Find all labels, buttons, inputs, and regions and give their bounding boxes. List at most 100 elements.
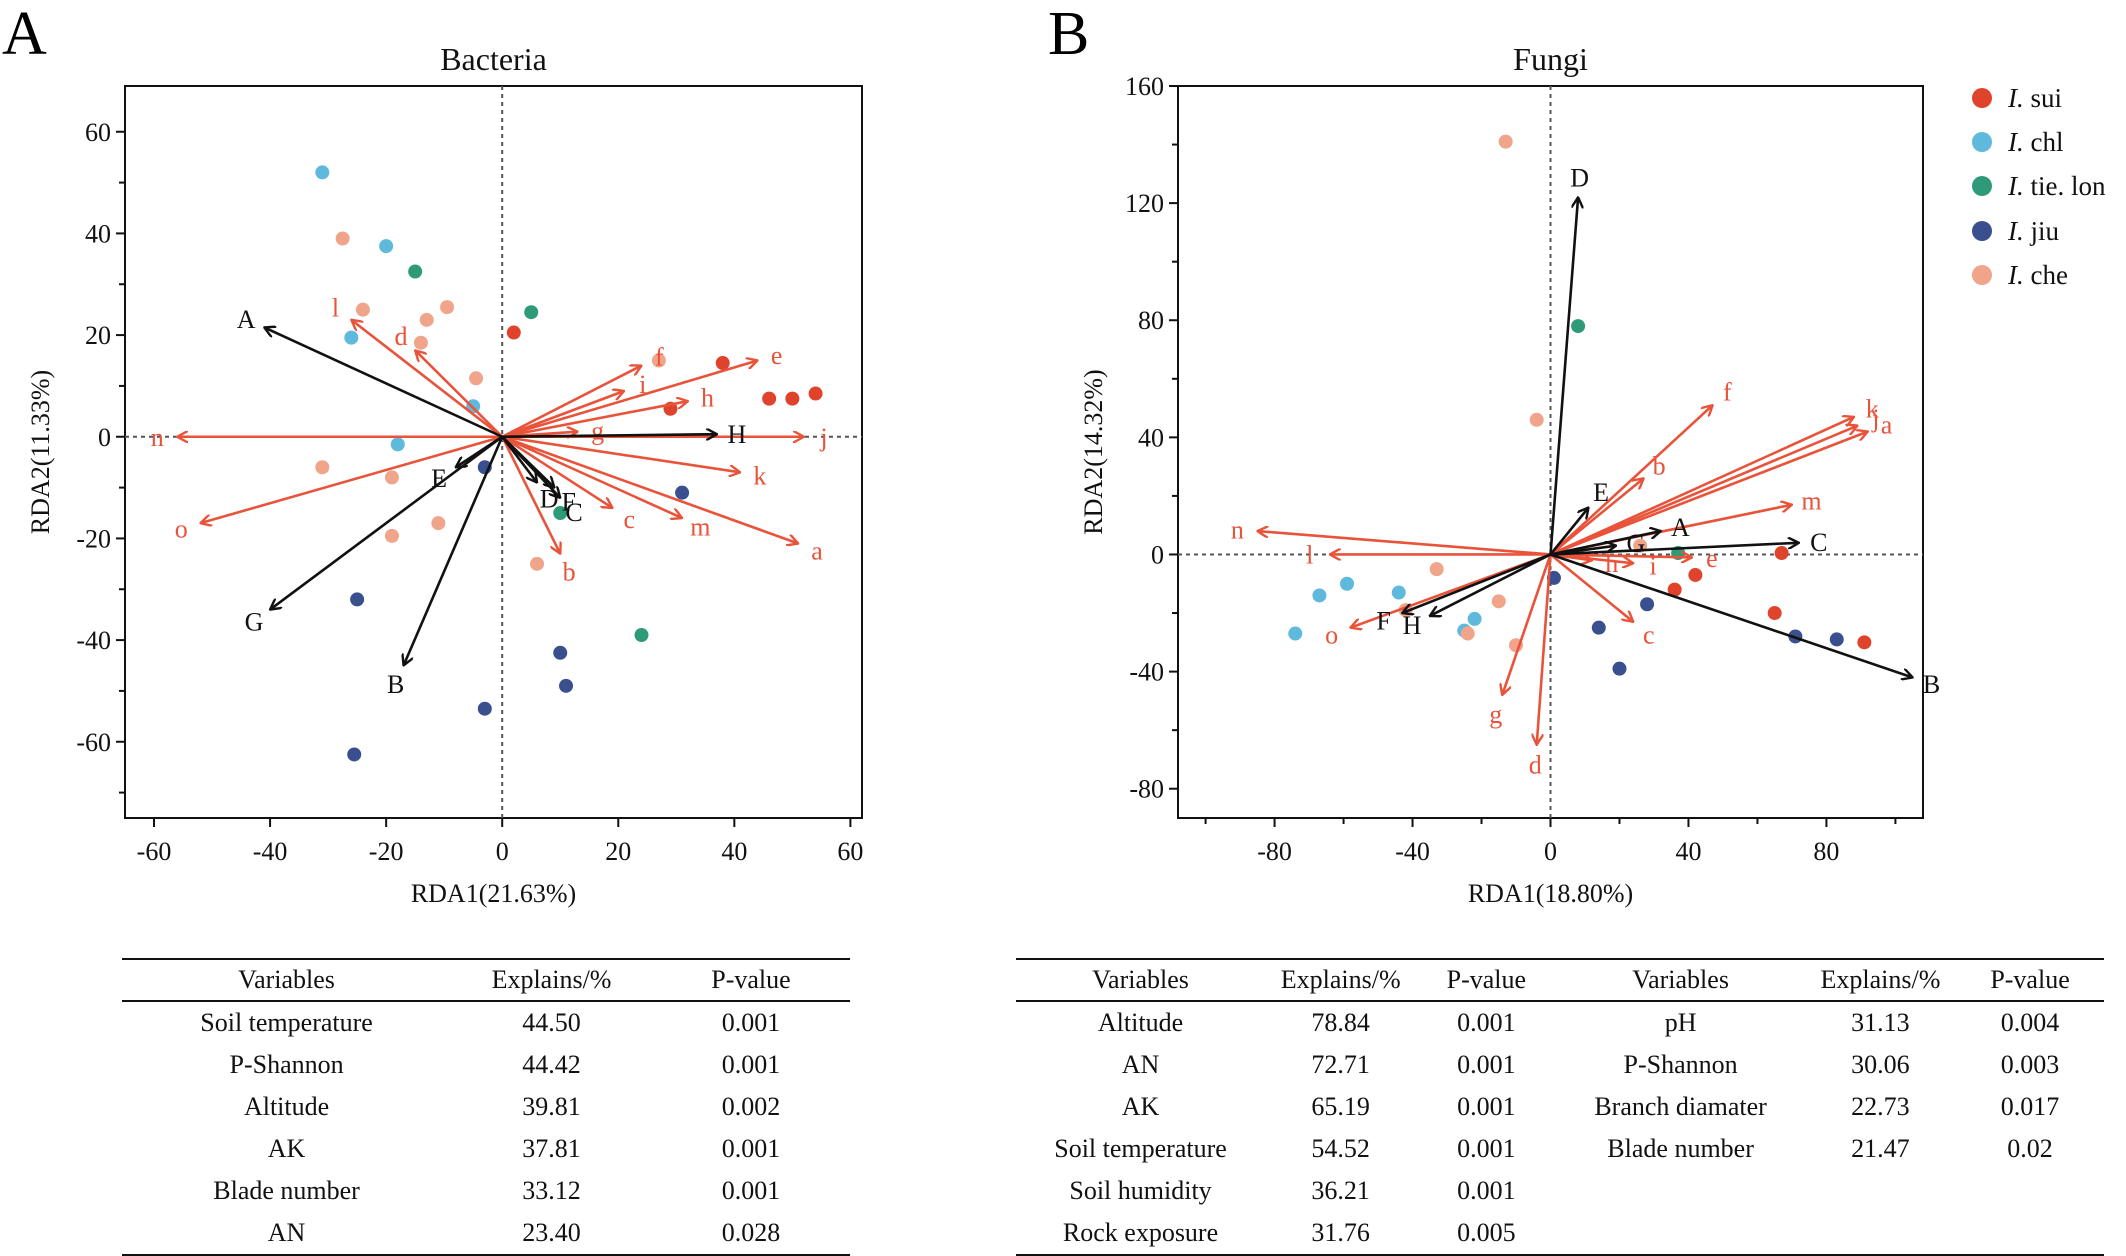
y-tick-label: 60 bbox=[85, 118, 111, 147]
table-cell: 21.47 bbox=[1851, 1134, 1910, 1163]
species-arrow-label: c bbox=[1643, 620, 1655, 649]
table-cell: Altitude bbox=[243, 1092, 330, 1121]
env-arrow bbox=[501, 435, 554, 488]
x-tick-label: -40 bbox=[253, 837, 288, 866]
species-arrow-label: f bbox=[1723, 378, 1732, 407]
sample-point bbox=[808, 386, 823, 401]
bacteria-variables-table: Variables Explains/% P-value Soil temper… bbox=[122, 958, 850, 1256]
species-arrow-label: h bbox=[701, 383, 714, 412]
env-arrow-label: C bbox=[565, 498, 582, 527]
sample-point bbox=[1340, 576, 1355, 591]
sample-point bbox=[1429, 562, 1444, 577]
legend-item: I. che bbox=[1972, 260, 2068, 290]
bacteria-rda-plot: -60 -40 -20 0 20 40 60 -60 -40 -20 0 20 40 60 Bacteria… bbox=[26, 41, 863, 908]
env-arrow bbox=[501, 435, 537, 483]
sample-point bbox=[530, 556, 545, 571]
legend-prefix: I. bbox=[2007, 83, 2024, 113]
species-arrow-label: i bbox=[1650, 551, 1657, 580]
env-arrow-label: H bbox=[728, 420, 747, 449]
species-arrow-label: e bbox=[771, 341, 783, 370]
table-cell: 0.001 bbox=[1457, 1050, 1516, 1079]
table-cell: Rock exposure bbox=[1016, 1212, 1266, 1256]
table-cell: 36.21 bbox=[1311, 1176, 1370, 1205]
column-header: P-value bbox=[651, 959, 850, 1002]
sample-point bbox=[431, 516, 446, 531]
legend-swatch bbox=[1972, 176, 1992, 196]
table-cell: 39.81 bbox=[522, 1092, 581, 1121]
table-cell: P-Shannon bbox=[1623, 1050, 1738, 1079]
y-tick-label: -40 bbox=[76, 626, 111, 655]
species-arrow-label: a bbox=[811, 536, 823, 565]
species-arrow-label: m bbox=[1801, 487, 1821, 516]
x-axis-label: RDA1(18.80%) bbox=[1468, 879, 1633, 908]
y-axis-label: RDA2(14.32%) bbox=[1079, 369, 1108, 534]
sample-point bbox=[715, 356, 730, 371]
table-cell: AK bbox=[267, 1134, 306, 1163]
table-cell: 0.001 bbox=[1457, 1092, 1516, 1121]
fungi-variables-table: Variables Explains/% P-value Variables E… bbox=[1016, 958, 2104, 1256]
y-tick-label: 40 bbox=[1138, 423, 1164, 452]
species-arrow bbox=[501, 435, 682, 518]
legend-prefix: I. bbox=[2007, 171, 2024, 201]
env-arrow-label: E bbox=[1593, 478, 1609, 507]
table-cell: 44.42 bbox=[522, 1050, 581, 1079]
x-tick-label: -20 bbox=[369, 837, 404, 866]
legend-label: sui bbox=[2024, 83, 2062, 113]
table-cell: Blade number bbox=[213, 1176, 360, 1205]
column-header: P-value bbox=[1416, 959, 1557, 1002]
sample-point bbox=[384, 470, 399, 485]
species-arrow bbox=[501, 361, 757, 438]
y-tick-label: 160 bbox=[1125, 72, 1164, 101]
table-row: Blade number 33.12 0.001 bbox=[122, 1170, 850, 1212]
x-tick-label: 60 bbox=[837, 837, 863, 866]
species-arrow bbox=[1549, 405, 1713, 556]
table-cell: Blade number bbox=[1607, 1134, 1754, 1163]
species-arrow bbox=[1550, 432, 1868, 556]
env-arrow bbox=[1550, 546, 1617, 556]
species-arrow-label: e bbox=[1706, 544, 1718, 573]
sample-point bbox=[477, 701, 492, 716]
table-cell bbox=[1804, 1212, 1957, 1256]
table-cell: 0.001 bbox=[1457, 1134, 1516, 1163]
sample-point bbox=[506, 325, 521, 340]
panel-letter-a: A bbox=[2, 0, 47, 68]
sample-point bbox=[1640, 597, 1655, 612]
x-tick-label: -40 bbox=[1395, 837, 1430, 866]
sample-point bbox=[1857, 635, 1872, 650]
sample-point bbox=[1467, 611, 1482, 626]
species-arrow-label: l bbox=[332, 294, 339, 323]
env-arrow bbox=[270, 435, 503, 610]
table-cell: 0.001 bbox=[721, 1176, 781, 1205]
sample-point bbox=[1460, 626, 1475, 641]
sample-point bbox=[762, 391, 777, 406]
table-cell: 31.13 bbox=[1851, 1008, 1910, 1037]
legend-swatch bbox=[1972, 132, 1992, 152]
species-arrow bbox=[501, 435, 798, 544]
table-row: P-Shannon 44.42 0.001 bbox=[122, 1044, 850, 1086]
sample-point bbox=[1498, 134, 1513, 149]
legend-item: I. jiu bbox=[1972, 216, 2060, 246]
sample-point bbox=[355, 302, 370, 317]
species-arrow-label: b bbox=[563, 558, 576, 587]
species-arrow-label: n bbox=[151, 423, 164, 452]
table-row: Rock exposure 31.76 0.005 bbox=[1016, 1212, 2104, 1256]
species-arrow bbox=[501, 401, 688, 439]
x-tick-label: 80 bbox=[1813, 837, 1839, 866]
sample-point bbox=[379, 239, 394, 254]
species-arrow bbox=[1550, 554, 1692, 557]
species-arrow bbox=[501, 366, 641, 438]
sample-point bbox=[344, 330, 359, 345]
species-arrow-label: d bbox=[1529, 751, 1542, 780]
sample-point bbox=[1688, 567, 1703, 582]
legend-prefix: I. bbox=[2007, 216, 2024, 246]
species-arrow-label: c bbox=[623, 505, 635, 534]
sample-point bbox=[651, 353, 666, 368]
env-arrow bbox=[502, 434, 717, 437]
chart-title: Fungi bbox=[1513, 41, 1588, 77]
sample-point bbox=[384, 528, 399, 543]
sample-point bbox=[390, 437, 405, 452]
legend-item: I. sui bbox=[1972, 83, 2062, 113]
table-cell: 0.005 bbox=[1416, 1212, 1557, 1256]
y-axis-label: RDA2(11.33%) bbox=[26, 370, 55, 534]
species-arrow-label: h bbox=[1605, 549, 1618, 578]
